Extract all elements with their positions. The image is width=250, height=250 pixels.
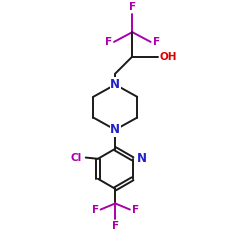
Text: OH: OH [160, 52, 178, 62]
Text: F: F [105, 37, 112, 47]
Text: N: N [110, 123, 120, 136]
Text: F: F [112, 221, 119, 231]
Text: F: F [132, 204, 139, 214]
Text: N: N [110, 78, 120, 91]
Text: F: F [129, 2, 136, 12]
Text: N: N [137, 152, 147, 165]
Text: Cl: Cl [71, 152, 82, 162]
Text: F: F [92, 204, 99, 214]
Text: F: F [152, 37, 160, 47]
